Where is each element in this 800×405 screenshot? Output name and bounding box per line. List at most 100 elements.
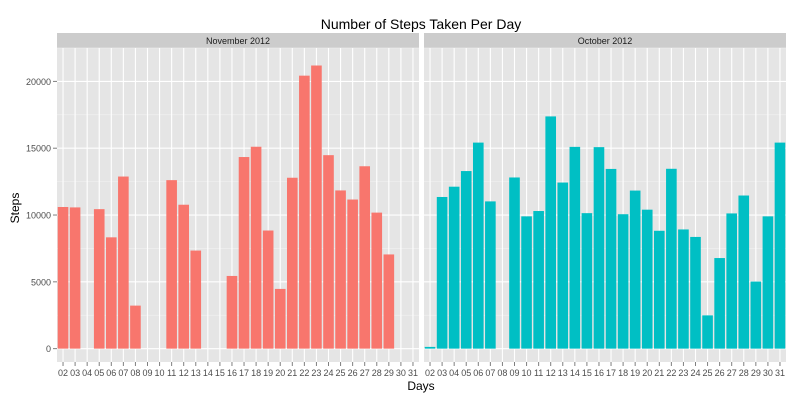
x-tick-label: 20 <box>642 368 652 378</box>
x-tick-label: 26 <box>348 368 358 378</box>
bar <box>629 190 641 349</box>
panel-background <box>57 48 419 362</box>
bar <box>678 229 689 349</box>
x-tick-label: 17 <box>239 368 249 378</box>
x-tick-label: 26 <box>715 368 725 378</box>
bar <box>118 176 129 349</box>
bar <box>472 142 484 349</box>
x-tick-label: 14 <box>203 368 213 378</box>
x-tick-label: 04 <box>449 368 459 378</box>
x-tick-label: 02 <box>58 368 68 378</box>
bar <box>323 155 334 349</box>
x-tick-label: 30 <box>396 368 406 378</box>
bar <box>286 177 298 349</box>
bar <box>383 254 395 349</box>
x-tick-label: 28 <box>372 368 382 378</box>
x-tick-label: 17 <box>606 368 616 378</box>
x-tick-label: 23 <box>678 368 688 378</box>
x-tick-label: 27 <box>360 368 370 378</box>
x-tick-label: 19 <box>630 368 640 378</box>
bar <box>178 204 190 349</box>
x-tick-label: 04 <box>82 368 92 378</box>
bar <box>448 186 460 349</box>
bar <box>569 146 581 349</box>
bar <box>69 207 81 349</box>
x-tick-label: 28 <box>739 368 749 378</box>
bar <box>653 230 665 349</box>
chart-title: Number of Steps Taken Per Day <box>321 16 522 32</box>
x-tick-label: 22 <box>666 368 676 378</box>
x-tick-label: 27 <box>727 368 737 378</box>
x-tick-label: 21 <box>287 368 297 378</box>
x-tick-label: 12 <box>179 368 189 378</box>
x-tick-label: 06 <box>106 368 116 378</box>
x-tick-label: 06 <box>473 368 483 378</box>
bar <box>166 180 177 349</box>
bar <box>581 213 593 349</box>
x-tick-label: 20 <box>275 368 285 378</box>
bar <box>533 211 544 349</box>
x-axis-label: Days <box>407 379 434 393</box>
bar <box>666 168 677 349</box>
bar <box>509 177 520 349</box>
bar <box>359 166 371 349</box>
bar <box>250 146 262 349</box>
x-tick-label: 11 <box>534 368 543 378</box>
x-tick-label: 18 <box>618 368 628 378</box>
bar <box>424 346 436 349</box>
bar <box>371 212 383 349</box>
bar <box>774 142 786 349</box>
bar <box>262 230 274 349</box>
bar <box>226 275 238 349</box>
y-tick-label: 5000 <box>31 277 51 287</box>
x-tick-label: 30 <box>763 368 773 378</box>
facet-strip <box>424 33 786 48</box>
x-tick-label: 12 <box>546 368 556 378</box>
x-tick-label: 03 <box>437 368 447 378</box>
x-tick-label: 03 <box>70 368 80 378</box>
x-tick-label: 18 <box>251 368 261 378</box>
x-tick-label: 09 <box>509 368 519 378</box>
x-tick-label: 15 <box>582 368 592 378</box>
bar <box>485 201 496 349</box>
x-tick-label: 05 <box>461 368 471 378</box>
x-tick-label: 05 <box>94 368 104 378</box>
bar <box>238 157 250 349</box>
x-tick-label: 29 <box>751 368 761 378</box>
bar <box>57 207 69 349</box>
x-tick-label: 02 <box>425 368 435 378</box>
x-tick-label: 31 <box>775 368 785 378</box>
bar <box>557 182 569 349</box>
x-tick-label: 14 <box>570 368 580 378</box>
bar <box>726 213 738 349</box>
bar <box>593 147 605 349</box>
y-tick-label: 20000 <box>26 77 51 87</box>
panel-background <box>424 48 786 362</box>
bar <box>311 65 322 349</box>
x-tick-label: 31 <box>408 368 418 378</box>
x-tick-label: 07 <box>118 368 128 378</box>
bar <box>641 209 653 349</box>
x-tick-label: 25 <box>336 368 346 378</box>
bar <box>436 196 448 349</box>
x-tick-label: 15 <box>215 368 225 378</box>
bar <box>617 214 629 349</box>
x-tick-label: 07 <box>485 368 495 378</box>
y-tick-label: 15000 <box>26 144 51 154</box>
x-tick-label: 13 <box>191 368 201 378</box>
x-tick-label: 22 <box>299 368 309 378</box>
x-tick-label: 10 <box>155 368 165 378</box>
x-tick-label: 23 <box>311 368 321 378</box>
y-tick-label: 10000 <box>26 211 51 221</box>
bar <box>347 199 358 349</box>
x-tick-label: 25 <box>703 368 713 378</box>
x-tick-label: 21 <box>654 368 664 378</box>
x-tick-label: 24 <box>323 368 333 378</box>
bar <box>702 315 713 349</box>
x-tick-label: 29 <box>384 368 394 378</box>
x-tick-label: 09 <box>142 368 152 378</box>
bar <box>274 288 286 349</box>
x-tick-label: 11 <box>167 368 176 378</box>
